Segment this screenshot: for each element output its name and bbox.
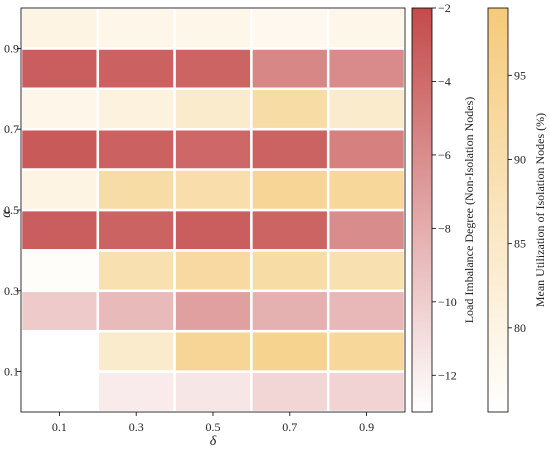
heatmap-cell — [96, 47, 176, 91]
heatmap-cell — [96, 370, 176, 414]
heatmap-cell — [173, 329, 253, 373]
heatmap-cell — [326, 87, 407, 131]
colorbar-red-label: Load Imbalance Degree (Non-Isolation Nod… — [462, 97, 476, 324]
heatmap-cell — [173, 249, 253, 293]
heatmap-cell — [250, 47, 330, 91]
heatmap-cell — [19, 208, 100, 252]
x-axis-label: δ — [210, 434, 217, 449]
heatmap-cell — [96, 87, 176, 131]
heatmap-cell — [96, 329, 176, 373]
colorbar-tick-label: 90 — [514, 153, 526, 167]
colorbar-red-bar — [411, 7, 433, 413]
heatmap-cell — [250, 208, 330, 252]
heatmap-cell — [326, 329, 407, 373]
x-tick-label: 0.9 — [359, 420, 374, 434]
y-axis-ticks: 0.1 0.3 0.5 0.7 0.9 — [4, 41, 21, 379]
heatmap-cell — [173, 87, 253, 131]
heatmap-cell — [173, 208, 253, 252]
heatmap-cell — [19, 168, 100, 212]
colorbar-tick-label: 85 — [514, 237, 526, 251]
heatmap-cell — [326, 127, 407, 171]
heatmap-cell — [173, 47, 253, 91]
y-tick-label: 0.1 — [4, 365, 19, 379]
y-tick-label: 0.7 — [4, 122, 19, 136]
heatmap-cell — [19, 87, 100, 131]
colorbar-yellow-label: Mean Utilization of Isolation Nodes (%) — [533, 113, 547, 307]
heatmap-cell — [173, 289, 253, 333]
x-tick-label: 0.5 — [206, 420, 221, 434]
heatmap-cell — [173, 6, 253, 50]
heatmap-cell — [250, 249, 330, 293]
heatmap-cell — [326, 6, 407, 50]
colorbar-red-ticks: −2 −4 −6 −8 −10 −12 — [432, 1, 457, 382]
heatmap-cell — [173, 127, 253, 171]
y-tick-label: 0.3 — [4, 284, 19, 298]
plot-area: 0.1 0.3 0.5 0.7 0.9 0.1 0.3 0.5 0.7 0.9 δ α — [0, 6, 407, 449]
heatmap-cell — [96, 168, 176, 212]
heatmap-cell — [19, 47, 100, 91]
colorbar-yellow-ticks: 80 85 90 95 — [508, 68, 526, 335]
y-axis-label: α — [0, 210, 14, 218]
colorbar-tick-label: −2 — [438, 1, 451, 15]
colorbar-tick-label: −6 — [438, 148, 451, 162]
colorbar-tick-label: 95 — [514, 68, 526, 82]
heatmap-cell — [173, 370, 253, 414]
x-axis-ticks: 0.1 0.3 0.5 0.7 0.9 — [52, 412, 374, 434]
heatmap-cell — [96, 249, 176, 293]
heatmap-cell — [96, 6, 176, 50]
heatmap-cell — [326, 370, 407, 414]
colorbar-yellow-bar — [487, 7, 509, 413]
heatmap-cell — [250, 329, 330, 373]
heatmap-cell — [250, 87, 330, 131]
heatmap-cell — [250, 6, 330, 50]
x-tick-label: 0.3 — [129, 420, 144, 434]
colorbar-load-imbalance: −2 −4 −6 −8 −10 −12 Load Imbalance Degree (No… — [411, 1, 476, 413]
y-tick-label: 0.5 — [4, 203, 19, 217]
heatmap-cell — [19, 249, 100, 293]
heatmap-cell — [96, 127, 176, 171]
heatmap-cell — [326, 289, 407, 333]
heatmap-cell — [96, 289, 176, 333]
colorbar-tick-label: −4 — [438, 74, 451, 88]
x-tick-label: 0.7 — [282, 420, 297, 434]
heatmap-cell — [173, 168, 253, 212]
colorbar-tick-label: −10 — [438, 295, 457, 309]
heatmap-cell — [326, 47, 407, 91]
heatmap-cell — [326, 208, 407, 252]
heatmap-cell — [19, 127, 100, 171]
heatmap-cell — [250, 127, 330, 171]
heatmap-cell — [250, 168, 330, 212]
heatmap-cell — [19, 6, 100, 50]
colorbar-tick-label: 80 — [514, 321, 526, 335]
colorbar-tick-label: −12 — [438, 368, 457, 382]
heatmap-cell — [326, 168, 407, 212]
heatmap-cell — [250, 289, 330, 333]
heatmap-cell — [96, 208, 176, 252]
x-tick-label: 0.1 — [52, 420, 67, 434]
heatmap-cell — [19, 289, 100, 333]
heatmap-cells — [19, 6, 407, 414]
y-tick-label: 0.9 — [4, 41, 19, 55]
colorbar-tick-label: −8 — [438, 221, 451, 235]
colorbar-mean-utilization: 80 85 90 95 Mean Utilization of Isolation N… — [487, 7, 547, 413]
heatmap-cell — [250, 370, 330, 414]
heatmap-cell — [326, 249, 407, 293]
